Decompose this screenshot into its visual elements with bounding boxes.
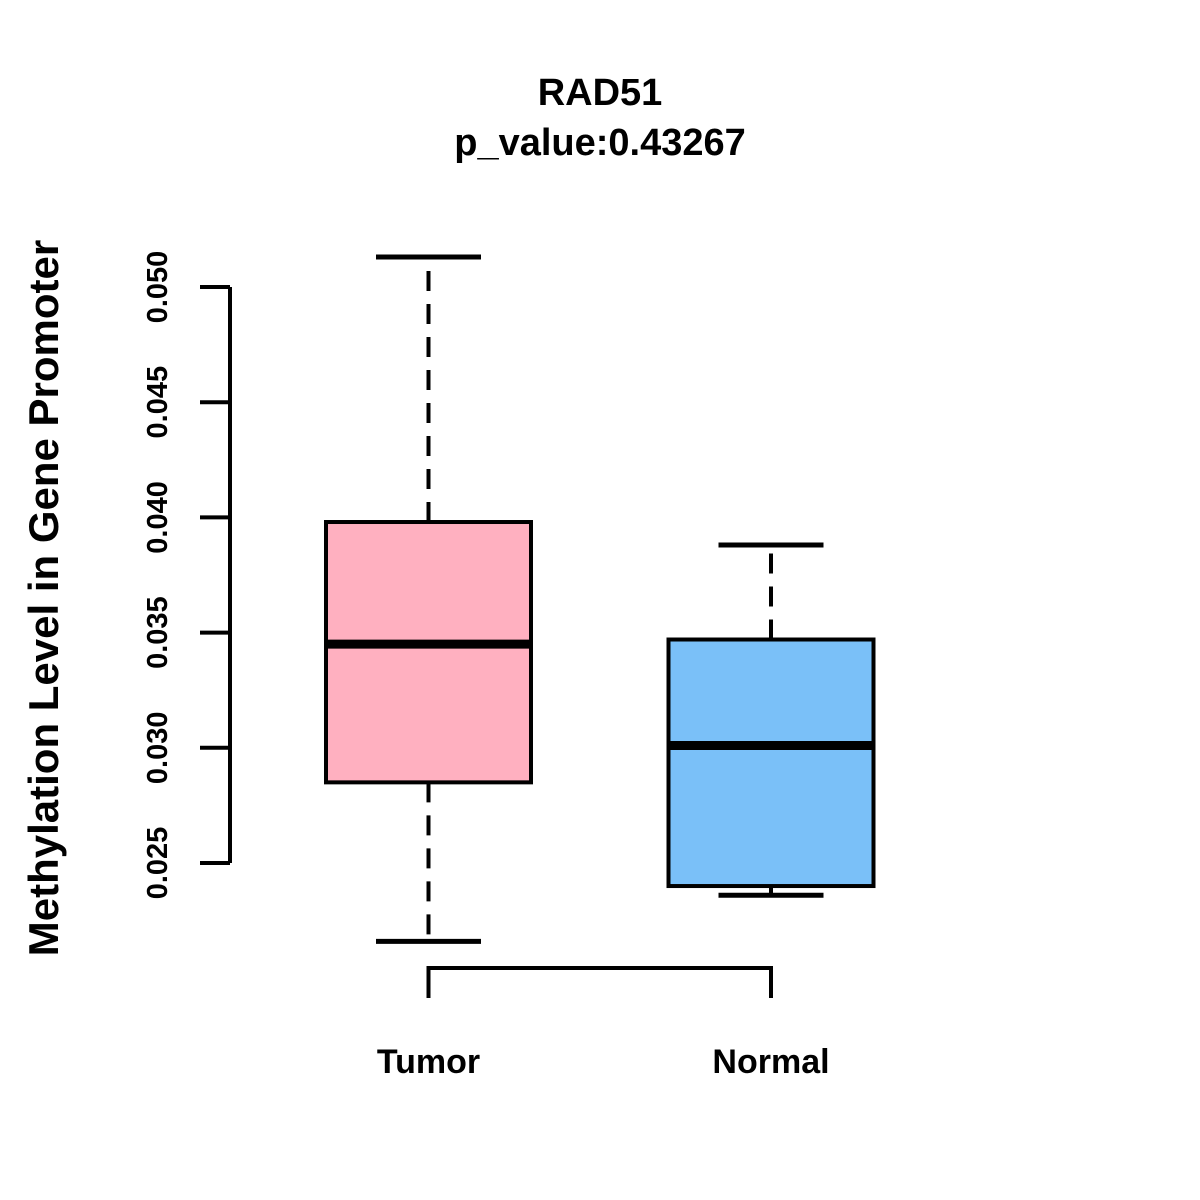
chart-subtitle: p_value:0.43267 bbox=[454, 122, 746, 164]
normal-boxplot bbox=[666, 542, 876, 898]
y-tick-label-0040: 0.040 bbox=[142, 481, 174, 554]
y-tick-label-0045: 0.045 bbox=[142, 366, 174, 439]
tumor-iqr-box bbox=[324, 520, 533, 785]
plot-area bbox=[324, 254, 876, 944]
x-axis-line bbox=[426, 966, 773, 998]
y-tick-label-0035: 0.035 bbox=[142, 596, 174, 669]
chart-title: RAD51 bbox=[538, 72, 663, 114]
x-axis-bracket bbox=[426, 966, 773, 998]
y-tick-label-0025: 0.025 bbox=[142, 827, 174, 900]
y-axis-title: Methylation Level in Gene Promoter bbox=[20, 240, 67, 956]
category-label-tumor: Tumor bbox=[377, 1043, 480, 1081]
y-tick-label-0050: 0.050 bbox=[142, 251, 174, 324]
y-tick-label-0030: 0.030 bbox=[142, 712, 174, 785]
normal-iqr-box bbox=[666, 637, 876, 889]
category-label-normal: Normal bbox=[712, 1043, 829, 1081]
tumor-boxplot bbox=[324, 254, 533, 944]
y-axis: 0.025 0.030 0.035 0.040 0.045 0.050 bbox=[142, 251, 232, 900]
